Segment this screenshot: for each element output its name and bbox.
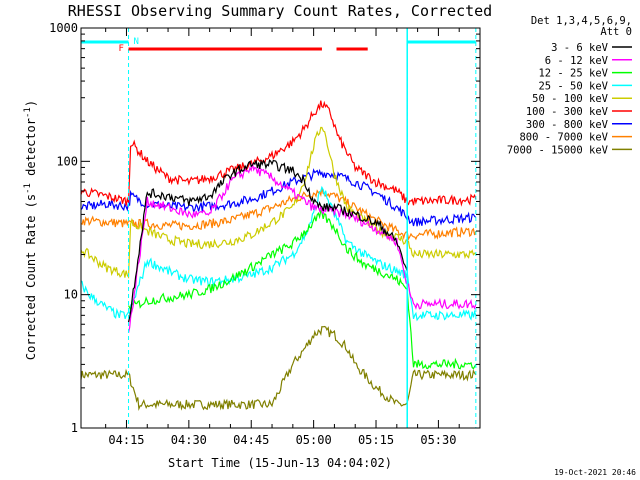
legend-label: 7000 - 15000 keV <box>507 144 609 156</box>
legend-header: Det 1,3,4,5,6,9, <box>531 15 632 27</box>
axes-layer: 1 10 100 1000 04:15 04:30 04:45 05:00 05:15 05:30 <box>49 21 481 447</box>
y-label-sup2: -1 <box>23 107 33 118</box>
legend-label: 25 - 50 keV <box>538 80 608 92</box>
plot-frame <box>80 27 481 429</box>
y-tick-label: 1000 <box>49 21 78 35</box>
y-tick-label: 100 <box>56 154 78 168</box>
legend-label: 300 - 800 keV <box>526 119 609 131</box>
flag-night-label: N <box>134 37 139 47</box>
legend-label: 6 - 12 keV <box>545 55 609 67</box>
legend-header: Att 0 <box>600 26 632 38</box>
x-tick-label: 04:30 <box>171 433 207 447</box>
series-line-6-12-kev <box>127 163 477 334</box>
legend-label: 3 - 6 keV <box>551 42 609 54</box>
series-layer <box>80 100 477 412</box>
y-label-end: ) <box>24 100 38 107</box>
series-line-50-100-kev <box>80 126 477 279</box>
x-axis-label: Start Time (15-Jun-13 04:04:02) <box>168 456 392 470</box>
y-label-main: Corrected Count Rate (s <box>24 194 38 360</box>
legend-label: 12 - 25 keV <box>538 68 608 80</box>
series-line-25-50-kev <box>80 185 477 322</box>
x-tick-label: 04:45 <box>233 433 269 447</box>
legend-label: 50 - 100 keV <box>532 93 609 105</box>
overlay-layer: FN <box>81 28 477 428</box>
series-line-3-6-kev <box>127 158 408 323</box>
legend-label: 100 - 300 keV <box>526 106 609 118</box>
y-tick-label: 10 <box>64 288 78 302</box>
series-line-7000-15000-kev <box>80 325 477 412</box>
chart-title: RHESSI Observing Summary Count Rates, Co… <box>68 2 492 20</box>
y-label-mid: detector <box>24 118 38 183</box>
y-tick-label: 1 <box>71 421 78 435</box>
x-tick-label: 05:00 <box>296 433 332 447</box>
legend-label: 800 - 7000 keV <box>519 132 608 144</box>
x-tick-label: 04:15 <box>108 433 144 447</box>
series-line-12-25-kev <box>127 209 477 370</box>
x-tick-label: 05:30 <box>420 433 456 447</box>
flag-flare-label: F <box>119 44 124 54</box>
y-label-sup1: -1 <box>23 183 33 194</box>
timestamp: 19-Oct-2021 20:46 <box>554 468 636 477</box>
y-axis-label: Corrected Count Rate (s-1 detector-1) <box>23 100 38 360</box>
series-line-100-300-kev <box>80 100 477 207</box>
x-tick-label: 05:15 <box>358 433 394 447</box>
